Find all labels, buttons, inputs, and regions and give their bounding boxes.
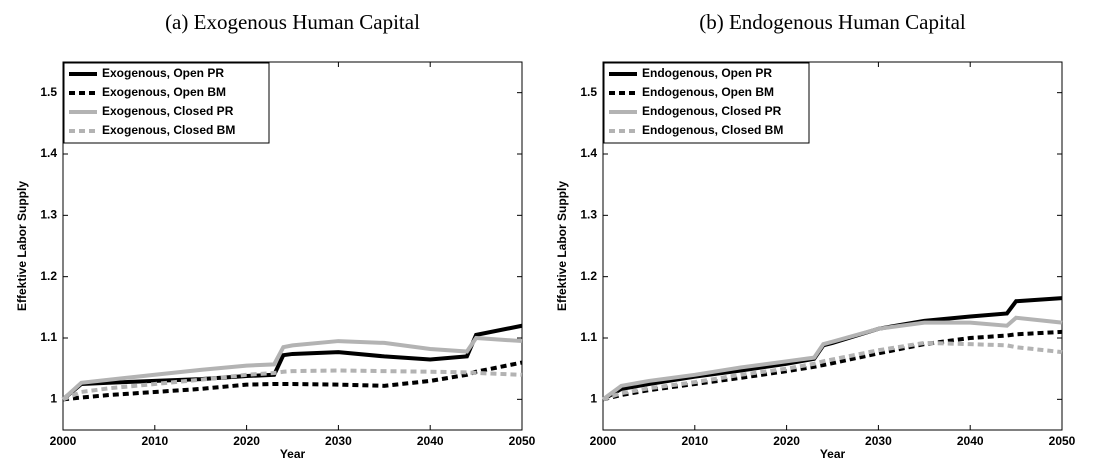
y-axis-label: Effektive Labor Supply <box>15 181 29 311</box>
y-tick-label: 1 <box>590 392 597 406</box>
legend-label: Endogenous, Closed PR <box>642 104 782 118</box>
y-tick-label: 1.4 <box>40 146 57 160</box>
series-line <box>62 360 523 402</box>
legend-label: Exogenous, Open PR <box>102 66 224 80</box>
x-tick-label: 2050 <box>509 434 536 448</box>
y-tick-label: 1.1 <box>40 330 57 344</box>
legend-box <box>603 62 810 144</box>
x-tick-label: 2010 <box>141 434 168 448</box>
legend-label: Exogenous, Open BM <box>102 85 226 99</box>
x-tick-label: 2030 <box>325 434 352 448</box>
x-axis-label: Year <box>820 447 846 461</box>
x-tick-label: 2030 <box>865 434 892 448</box>
legend-label: Endogenous, Closed BM <box>642 123 783 137</box>
x-tick-label: 2040 <box>957 434 984 448</box>
legend-label: Exogenous, Closed BM <box>102 123 235 137</box>
y-tick-label: 1.3 <box>580 208 597 222</box>
y-tick-label: 1.5 <box>40 85 57 99</box>
x-tick-label: 2000 <box>590 434 617 448</box>
y-tick-label: 1.2 <box>580 269 597 283</box>
x-tick-label: 2020 <box>233 434 260 448</box>
x-tick-label: 2020 <box>773 434 800 448</box>
chart-title: (a) Exogenous Human Capital <box>165 10 420 34</box>
x-axis-label: Year <box>280 447 306 461</box>
y-axis-label: Effektive Labor Supply <box>555 181 569 311</box>
y-tick-label: 1 <box>50 392 57 406</box>
x-tick-label: 2050 <box>1049 434 1076 448</box>
y-tick-label: 1.4 <box>580 146 597 160</box>
x-tick-label: 2040 <box>417 434 444 448</box>
legend-box <box>63 62 270 144</box>
legend-label: Exogenous, Closed PR <box>102 104 234 118</box>
legend-label: Endogenous, Open BM <box>642 85 774 99</box>
plot-frame <box>602 61 1063 431</box>
legend-label: Endogenous, Open PR <box>642 66 772 80</box>
series-line <box>61 323 523 401</box>
series-line <box>61 335 523 401</box>
series-line <box>602 340 1063 402</box>
x-tick-label: 2010 <box>681 434 708 448</box>
y-tick-label: 1.1 <box>580 330 597 344</box>
plot-frame <box>62 61 523 431</box>
y-tick-label: 1.5 <box>580 85 597 99</box>
x-tick-label: 2000 <box>50 434 77 448</box>
series-line <box>601 315 1063 401</box>
series-line <box>62 368 523 402</box>
y-tick-label: 1.3 <box>40 208 57 222</box>
chart-title: (b) Endogenous Human Capital <box>699 10 966 34</box>
y-tick-label: 1.2 <box>40 269 57 283</box>
